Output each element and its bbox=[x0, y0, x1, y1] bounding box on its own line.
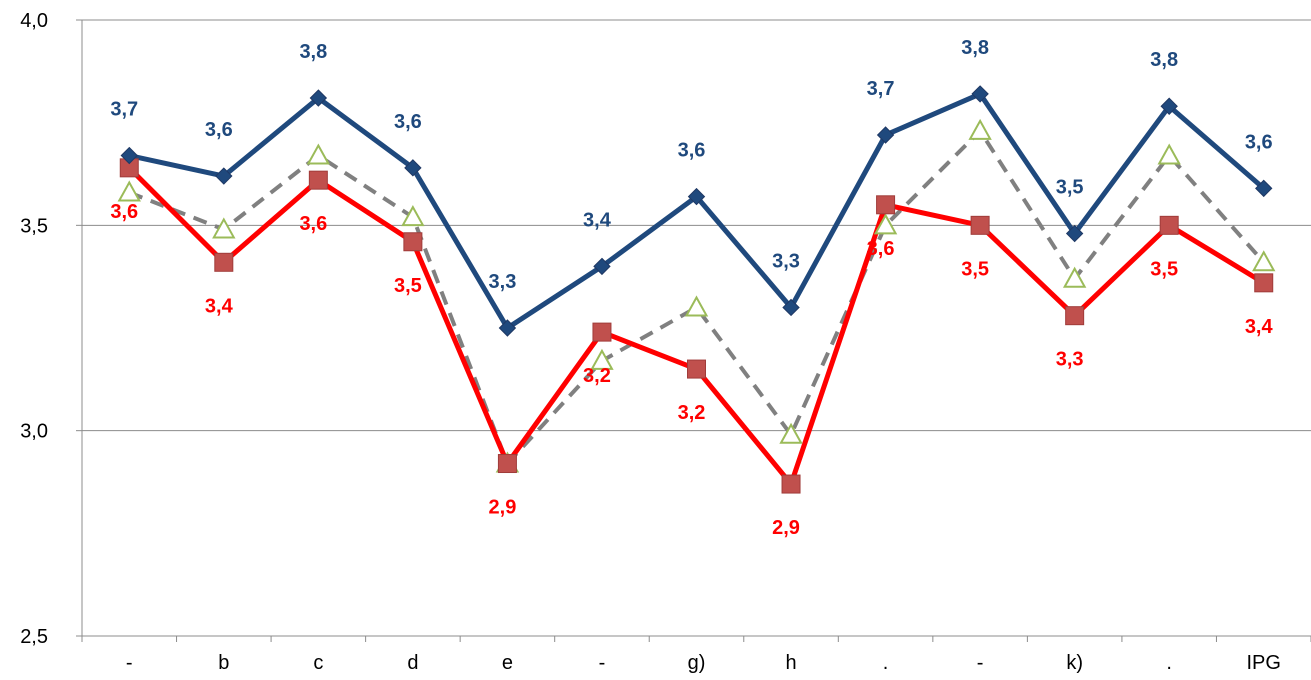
series-2-point bbox=[497, 454, 517, 474]
series-1-point bbox=[498, 319, 517, 337]
series-1-point bbox=[876, 126, 895, 144]
series-1-data-label: 3,6 bbox=[1245, 131, 1273, 153]
x-tick-label: e bbox=[502, 652, 513, 674]
x-tick-label: c bbox=[313, 652, 323, 674]
series-3-point bbox=[968, 118, 992, 140]
series-1-point bbox=[782, 298, 800, 317]
series-2-data-label: 3,6 bbox=[110, 201, 138, 223]
series-3-point bbox=[1157, 143, 1181, 165]
series-1-data-label: 3,3 bbox=[772, 250, 800, 272]
series-2-data-label: 3,2 bbox=[678, 402, 706, 424]
series-1-data-label: 3,5 bbox=[1056, 177, 1084, 199]
x-tick-label: b bbox=[218, 652, 229, 674]
series-2-data-label: 3,5 bbox=[961, 258, 989, 280]
series-3-point bbox=[401, 205, 425, 227]
series-2-point bbox=[687, 359, 706, 379]
x-tick-label: IPG bbox=[1247, 652, 1281, 674]
series-3-point bbox=[212, 217, 236, 239]
series-1-point bbox=[404, 159, 422, 177]
series-1-point bbox=[1065, 224, 1084, 243]
x-tick-label: g) bbox=[688, 652, 706, 674]
series-3-point bbox=[779, 422, 803, 444]
series-2-point bbox=[970, 215, 990, 235]
series-2-point bbox=[781, 474, 801, 494]
series-2-data-label: 3,5 bbox=[394, 275, 422, 297]
series-1-point bbox=[971, 85, 989, 103]
series-3-point bbox=[117, 180, 141, 202]
series-2-data-label: 3,5 bbox=[1150, 258, 1178, 280]
series-2-point bbox=[403, 232, 423, 252]
series-3-point bbox=[1062, 266, 1087, 288]
x-tick-label: - bbox=[599, 652, 606, 674]
series-2-data-label: 3,4 bbox=[1245, 316, 1274, 338]
series-2-data-label: 3,6 bbox=[299, 213, 327, 235]
x-tick-label: d bbox=[407, 652, 418, 674]
x-tick-label: - bbox=[977, 652, 984, 674]
series-1-point bbox=[309, 89, 328, 107]
series-1-point bbox=[1255, 179, 1273, 198]
y-tick-label: 3,0 bbox=[20, 421, 48, 443]
series-1-data-label: 3,7 bbox=[110, 99, 138, 121]
series-1-point bbox=[593, 257, 611, 276]
x-tick-label: . bbox=[1166, 652, 1172, 674]
series-3-point bbox=[590, 348, 614, 370]
series-1-data-label: 3,7 bbox=[867, 78, 895, 100]
series-1-point bbox=[120, 146, 138, 165]
series-3-point bbox=[873, 213, 898, 235]
series-2-point bbox=[592, 322, 612, 342]
series-3-point bbox=[684, 295, 709, 317]
series-1-point bbox=[1160, 97, 1178, 115]
series-2-point bbox=[1254, 273, 1274, 293]
y-tick-label: 4,0 bbox=[20, 10, 48, 32]
series-2-point bbox=[876, 195, 896, 215]
series-3-point bbox=[306, 143, 331, 165]
series-2-point bbox=[308, 170, 328, 190]
y-tick-label: 2,5 bbox=[20, 626, 48, 648]
series-1-line bbox=[128, 91, 1266, 331]
series-1-data-label: 3,6 bbox=[394, 111, 422, 133]
series-2-data-label: 3,6 bbox=[867, 238, 895, 260]
series-1-data-label: 3,8 bbox=[961, 37, 989, 59]
series-2-point bbox=[214, 252, 234, 272]
y-tick-label: 3,5 bbox=[20, 215, 48, 237]
series-2-point bbox=[1065, 306, 1085, 326]
series-2-data-label: 2,9 bbox=[489, 497, 517, 519]
series-1-point bbox=[215, 167, 233, 185]
series-1-data-label: 3,3 bbox=[489, 271, 517, 293]
series-2-data-label: 2,9 bbox=[772, 517, 800, 539]
series-2-data-label: 3,3 bbox=[1056, 349, 1084, 371]
series-1-point bbox=[687, 187, 706, 206]
series-2-data-label: 3,2 bbox=[583, 365, 611, 387]
series-3-point bbox=[1252, 250, 1276, 272]
series-1-data-label: 3,6 bbox=[205, 119, 233, 141]
x-tick-label: - bbox=[126, 652, 133, 674]
x-tick-label: h bbox=[785, 652, 796, 674]
series-1-data-label: 3,4 bbox=[583, 209, 612, 231]
series-2-point bbox=[1159, 215, 1179, 235]
series-2-data-label: 3,4 bbox=[205, 295, 234, 317]
series-1-data-label: 3,8 bbox=[1150, 49, 1178, 71]
x-tick-label: k) bbox=[1066, 652, 1083, 674]
series-1-data-label: 3,8 bbox=[299, 41, 327, 63]
series-1-data-label: 3,6 bbox=[678, 140, 706, 162]
x-tick-label: . bbox=[883, 652, 889, 674]
